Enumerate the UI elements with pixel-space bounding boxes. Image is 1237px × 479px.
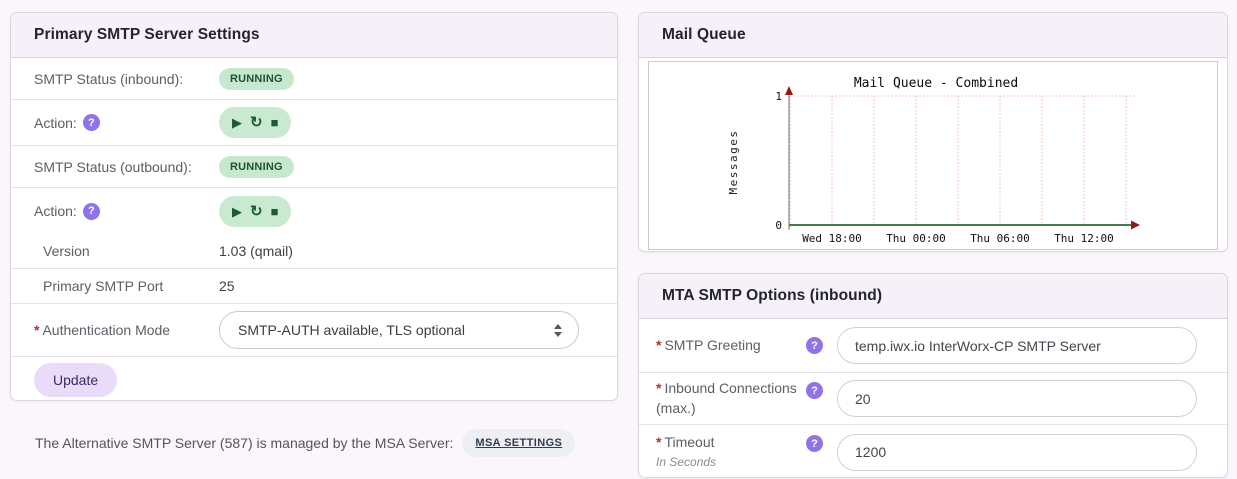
smtp-status-outbound-label: SMTP Status (outbound): [34,158,192,175]
primary-smtp-settings-panel: Primary SMTP Server Settings SMTP Status… [10,12,618,401]
smtp-status-inbound-badge: RUNNING [219,67,294,90]
smtp-status-inbound-label: SMTP Status (inbound): [34,70,184,87]
help-icon[interactable]: ? [806,337,823,354]
chart-xtick: Thu 06:00 [970,232,1030,245]
smtp-status-inbound-row: SMTP Status (inbound): RUNNING [11,58,617,100]
start-service-button[interactable]: ▶ [232,115,242,130]
smtp-port-row: Primary SMTP Port 25 [11,269,617,304]
chart-xtick: Wed 18:00 [802,232,862,245]
required-marker: * [656,434,662,451]
auth-mode-select[interactable]: SMTP-AUTH available, TLS optional [219,311,579,349]
smtp-greeting-input[interactable] [837,327,1197,364]
msa-note: The Alternative SMTP Server (587) is man… [35,429,576,457]
smtp-status-outbound-badge: RUNNING [219,155,294,178]
smtp-greeting-label: SMTP Greeting [664,336,761,353]
smtp-port-value: 25 [219,278,235,294]
chart-title: Mail Queue - Combined [854,76,1018,91]
stop-service-button[interactable]: ■ [270,115,279,130]
timeout-label: Timeout [664,434,715,451]
help-icon[interactable]: ? [82,202,100,220]
auth-mode-selected-value: SMTP-AUTH available, TLS optional [238,322,465,338]
panel-header: Primary SMTP Server Settings [11,13,617,58]
smtp-port-label: Primary SMTP Port [43,278,164,294]
help-icon[interactable]: ? [806,435,823,452]
chart-ylabel: Messages [727,130,740,195]
panel-title: MTA SMTP Options (inbound) [662,287,883,304]
action-inbound-row: Action: ? ▶ ↻ ■ [11,100,617,146]
mail-queue-panel: Mail Queue Mail Queue - Combined Message… [638,12,1228,252]
required-marker: * [656,336,662,353]
required-marker: * [34,322,40,338]
smtp-greeting-row: * SMTP Greeting ? [639,319,1227,373]
mail-queue-chart-svg: Mail Queue - Combined Messages [727,76,1140,245]
smtp-status-outbound-row: SMTP Status (outbound): RUNNING [11,146,617,188]
start-service-button[interactable]: ▶ [232,203,242,219]
help-icon[interactable]: ? [82,114,100,131]
inbound-connections-input[interactable] [837,380,1197,417]
inbound-connections-label: Inbound Connections (max.) [656,379,797,416]
panel-header: MTA SMTP Options (inbound) [639,274,1227,319]
chart-y-axis-arrow [785,86,793,95]
select-arrows-icon [554,323,562,337]
panel-header: Mail Queue [639,13,1227,58]
action-outbound-label: Action: [34,203,77,219]
timeout-sublabel: In Seconds [656,454,717,469]
stop-service-button[interactable]: ■ [270,203,279,219]
msa-settings-button[interactable]: MSA SETTINGS [462,429,576,457]
chart-xtick: Thu 00:00 [886,232,946,245]
action-button-group: ▶ ↻ ■ [219,107,292,138]
auth-mode-label: Authentication Mode [42,322,171,338]
chart-gridlines [789,95,1137,228]
update-row: Update [11,357,617,400]
chart-ytick-min: 0 [775,219,782,232]
msa-note-text: The Alternative SMTP Server (587) is man… [35,435,454,451]
action-button-group: ▶ ↻ ■ [219,195,292,227]
help-icon[interactable]: ? [806,382,823,399]
action-outbound-row: Action: ? ▶ ↻ ■ [11,188,617,234]
restart-service-button[interactable]: ↻ [250,114,263,131]
version-value: 1.03 (qmail) [219,243,293,259]
version-label: Version [43,243,90,259]
timeout-input[interactable] [837,433,1197,471]
action-inbound-label: Action: [34,114,77,131]
mail-queue-chart: Mail Queue - Combined Messages [648,61,1218,250]
timeout-row: * Timeout In Seconds ? [639,425,1227,477]
chart-x-axis-arrow [1131,220,1140,230]
update-button[interactable]: Update [34,362,118,397]
chart-ytick-max: 1 [775,90,782,103]
chart-xtick: Thu 12:00 [1054,232,1114,245]
version-row: Version 1.03 (qmail) [11,234,617,269]
panel-title: Primary SMTP Server Settings [34,26,260,43]
auth-mode-row: * Authentication Mode SMTP-AUTH available… [11,304,617,357]
mta-smtp-options-panel: MTA SMTP Options (inbound) * SMTP Greetin… [638,273,1228,478]
inbound-connections-row: * Inbound Connections (max.) ? [639,373,1227,425]
panel-title: Mail Queue [662,26,746,43]
restart-service-button[interactable]: ↻ [250,202,263,220]
required-marker: * [656,379,662,396]
